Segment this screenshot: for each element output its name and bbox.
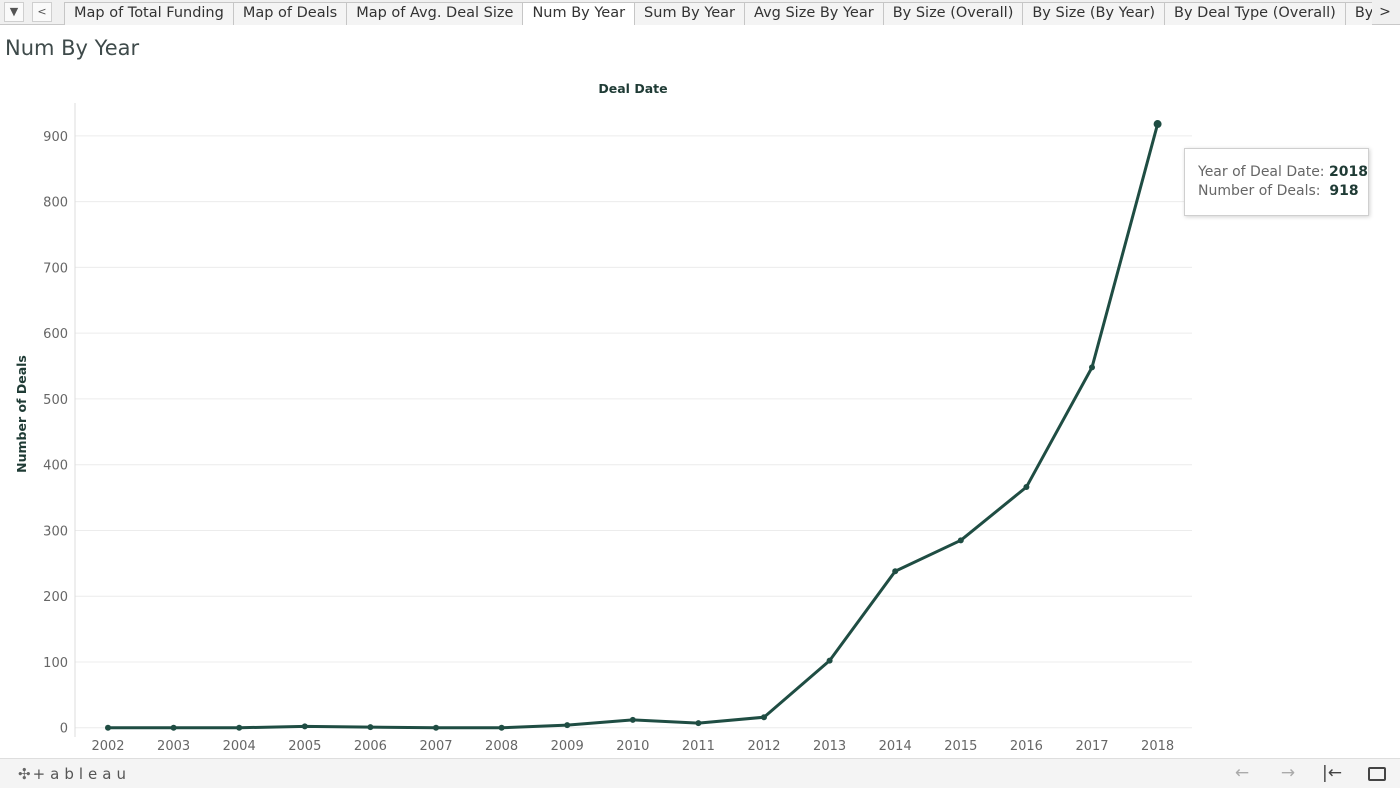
series-points-layer (105, 120, 1162, 731)
line-chart: Deal Date Number of Deals 0 100 200 300 400 5… (14, 81, 1192, 754)
data-point[interactable] (1153, 120, 1162, 129)
data-point[interactable] (1023, 484, 1030, 491)
redo-icon[interactable]: → (1280, 763, 1296, 783)
y-tick-label: 300 (43, 524, 68, 539)
undo-icon[interactable]: ← (1234, 763, 1250, 783)
sheet-tab-map-of-total-funding[interactable]: Map of Total Funding (64, 2, 234, 25)
sheet-tab-by-deal-type-overall[interactable]: By Deal Type (Overall) (1164, 2, 1346, 25)
data-point[interactable] (170, 724, 177, 731)
revert-icon[interactable]: |← (1322, 763, 1342, 783)
data-point[interactable] (367, 724, 374, 731)
column-header: Deal Date (598, 81, 667, 96)
x-tick-label: 2006 (354, 739, 387, 754)
fullscreen-icon[interactable] (1368, 767, 1386, 781)
page-title: Num By Year (5, 36, 140, 60)
sheet-tab-bar: ▼ < Map of Total Funding Map of Deals Map … (0, 0, 1400, 25)
data-point[interactable] (564, 722, 571, 729)
tooltip-deals-value: 918 (1329, 183, 1359, 199)
x-tick-label: 2003 (157, 739, 190, 754)
x-tick-label: 2002 (91, 739, 124, 754)
sheet-tab-num-by-year[interactable]: Num By Year (522, 2, 636, 25)
y-tick-label: 400 (43, 459, 68, 474)
bottom-toolbar: ✣ +ableau ← → |← (0, 758, 1400, 788)
x-tick-label: 2009 (551, 739, 584, 754)
y-axis-ticks: 0 100 200 300 400 500 600 700 800 900 (43, 130, 68, 737)
tableau-wordmark: +ableau (32, 765, 131, 783)
data-point[interactable] (892, 568, 899, 575)
y-tick-label: 200 (43, 590, 68, 605)
data-point[interactable] (301, 723, 308, 730)
sheet-tab-sum-by-year[interactable]: Sum By Year (634, 2, 746, 25)
tooltip-year-value: 2018 (1328, 164, 1368, 180)
x-tick-label: 2012 (747, 739, 780, 754)
y-axis-title: Number of Deals (14, 355, 29, 473)
tooltip-row-deals: Number of Deals: 918 (1198, 182, 1368, 201)
y-tick-label: 0 (60, 722, 68, 737)
sheet-tab-avg-size-by-year[interactable]: Avg Size By Year (744, 2, 884, 25)
y-tick-label: 900 (43, 130, 68, 145)
series-line (108, 123, 1160, 730)
data-point[interactable] (629, 716, 636, 723)
x-tick-label: 2017 (1075, 739, 1108, 754)
y-tick-label: 500 (43, 393, 68, 408)
x-tick-label: 2016 (1010, 739, 1043, 754)
data-point[interactable] (105, 724, 111, 731)
x-tick-label: 2013 (813, 739, 846, 754)
series-line-layer (108, 123, 1160, 730)
data-point[interactable] (236, 724, 243, 731)
x-tick-label: 2004 (223, 739, 256, 754)
data-point[interactable] (761, 714, 767, 721)
tableau-logo-icon: ✣ (18, 765, 31, 783)
tableau-logo[interactable]: ✣ +ableau (18, 765, 131, 783)
y-tick-label: 100 (43, 656, 68, 671)
y-tick-label: 600 (43, 327, 68, 342)
data-point[interactable] (433, 724, 439, 731)
tooltip-row-year: Year of Deal Date: 2018 (1198, 163, 1368, 182)
data-point[interactable] (826, 657, 833, 664)
tooltip-year-label: Year of Deal Date: (1198, 164, 1325, 180)
x-axis-ticks: 2002 2003 2004 2005 2006 2007 2008 2009 2010 2011… (91, 739, 1174, 754)
x-tick-label: 2010 (616, 739, 649, 754)
tab-scroll-left-icon[interactable]: < (32, 2, 52, 22)
x-tick-label: 2005 (288, 739, 321, 754)
tab-menu-dropdown-icon[interactable]: ▼ (4, 2, 24, 22)
y-tick-label: 800 (43, 196, 68, 211)
data-point[interactable] (695, 720, 702, 727)
x-tick-label: 2011 (682, 739, 715, 754)
sheet-tab-map-of-deals[interactable]: Map of Deals (232, 2, 348, 25)
x-tick-label: 2008 (485, 739, 518, 754)
data-point[interactable] (498, 724, 505, 731)
x-tick-label: 2007 (419, 739, 452, 754)
x-tick-label: 2015 (944, 739, 977, 754)
data-tooltip: Year of Deal Date: 2018 Number of Deals:… (1184, 148, 1369, 216)
tab-scroll-right-icon[interactable]: > (1379, 4, 1391, 20)
data-point[interactable] (957, 537, 964, 544)
sheet-tab-by-size-overall[interactable]: By Size (Overall) (882, 2, 1024, 25)
data-point[interactable] (1089, 364, 1095, 371)
sheet-tab-by-deal-type-b[interactable]: By Deal Type (B (1344, 2, 1372, 25)
sheet-tab-map-of-avg-deal-size[interactable]: Map of Avg. Deal Size (346, 2, 524, 25)
gridlines (74, 103, 1192, 737)
y-tick-label: 700 (43, 261, 68, 276)
sheet-tab-by-size-by-year[interactable]: By Size (By Year) (1022, 2, 1166, 25)
x-tick-label: 2014 (879, 739, 912, 754)
tooltip-deals-label: Number of Deals: (1198, 183, 1321, 199)
sheet-tabs: Map of Total Funding Map of Deals Map of A… (64, 2, 1372, 25)
x-tick-label: 2018 (1141, 739, 1174, 754)
